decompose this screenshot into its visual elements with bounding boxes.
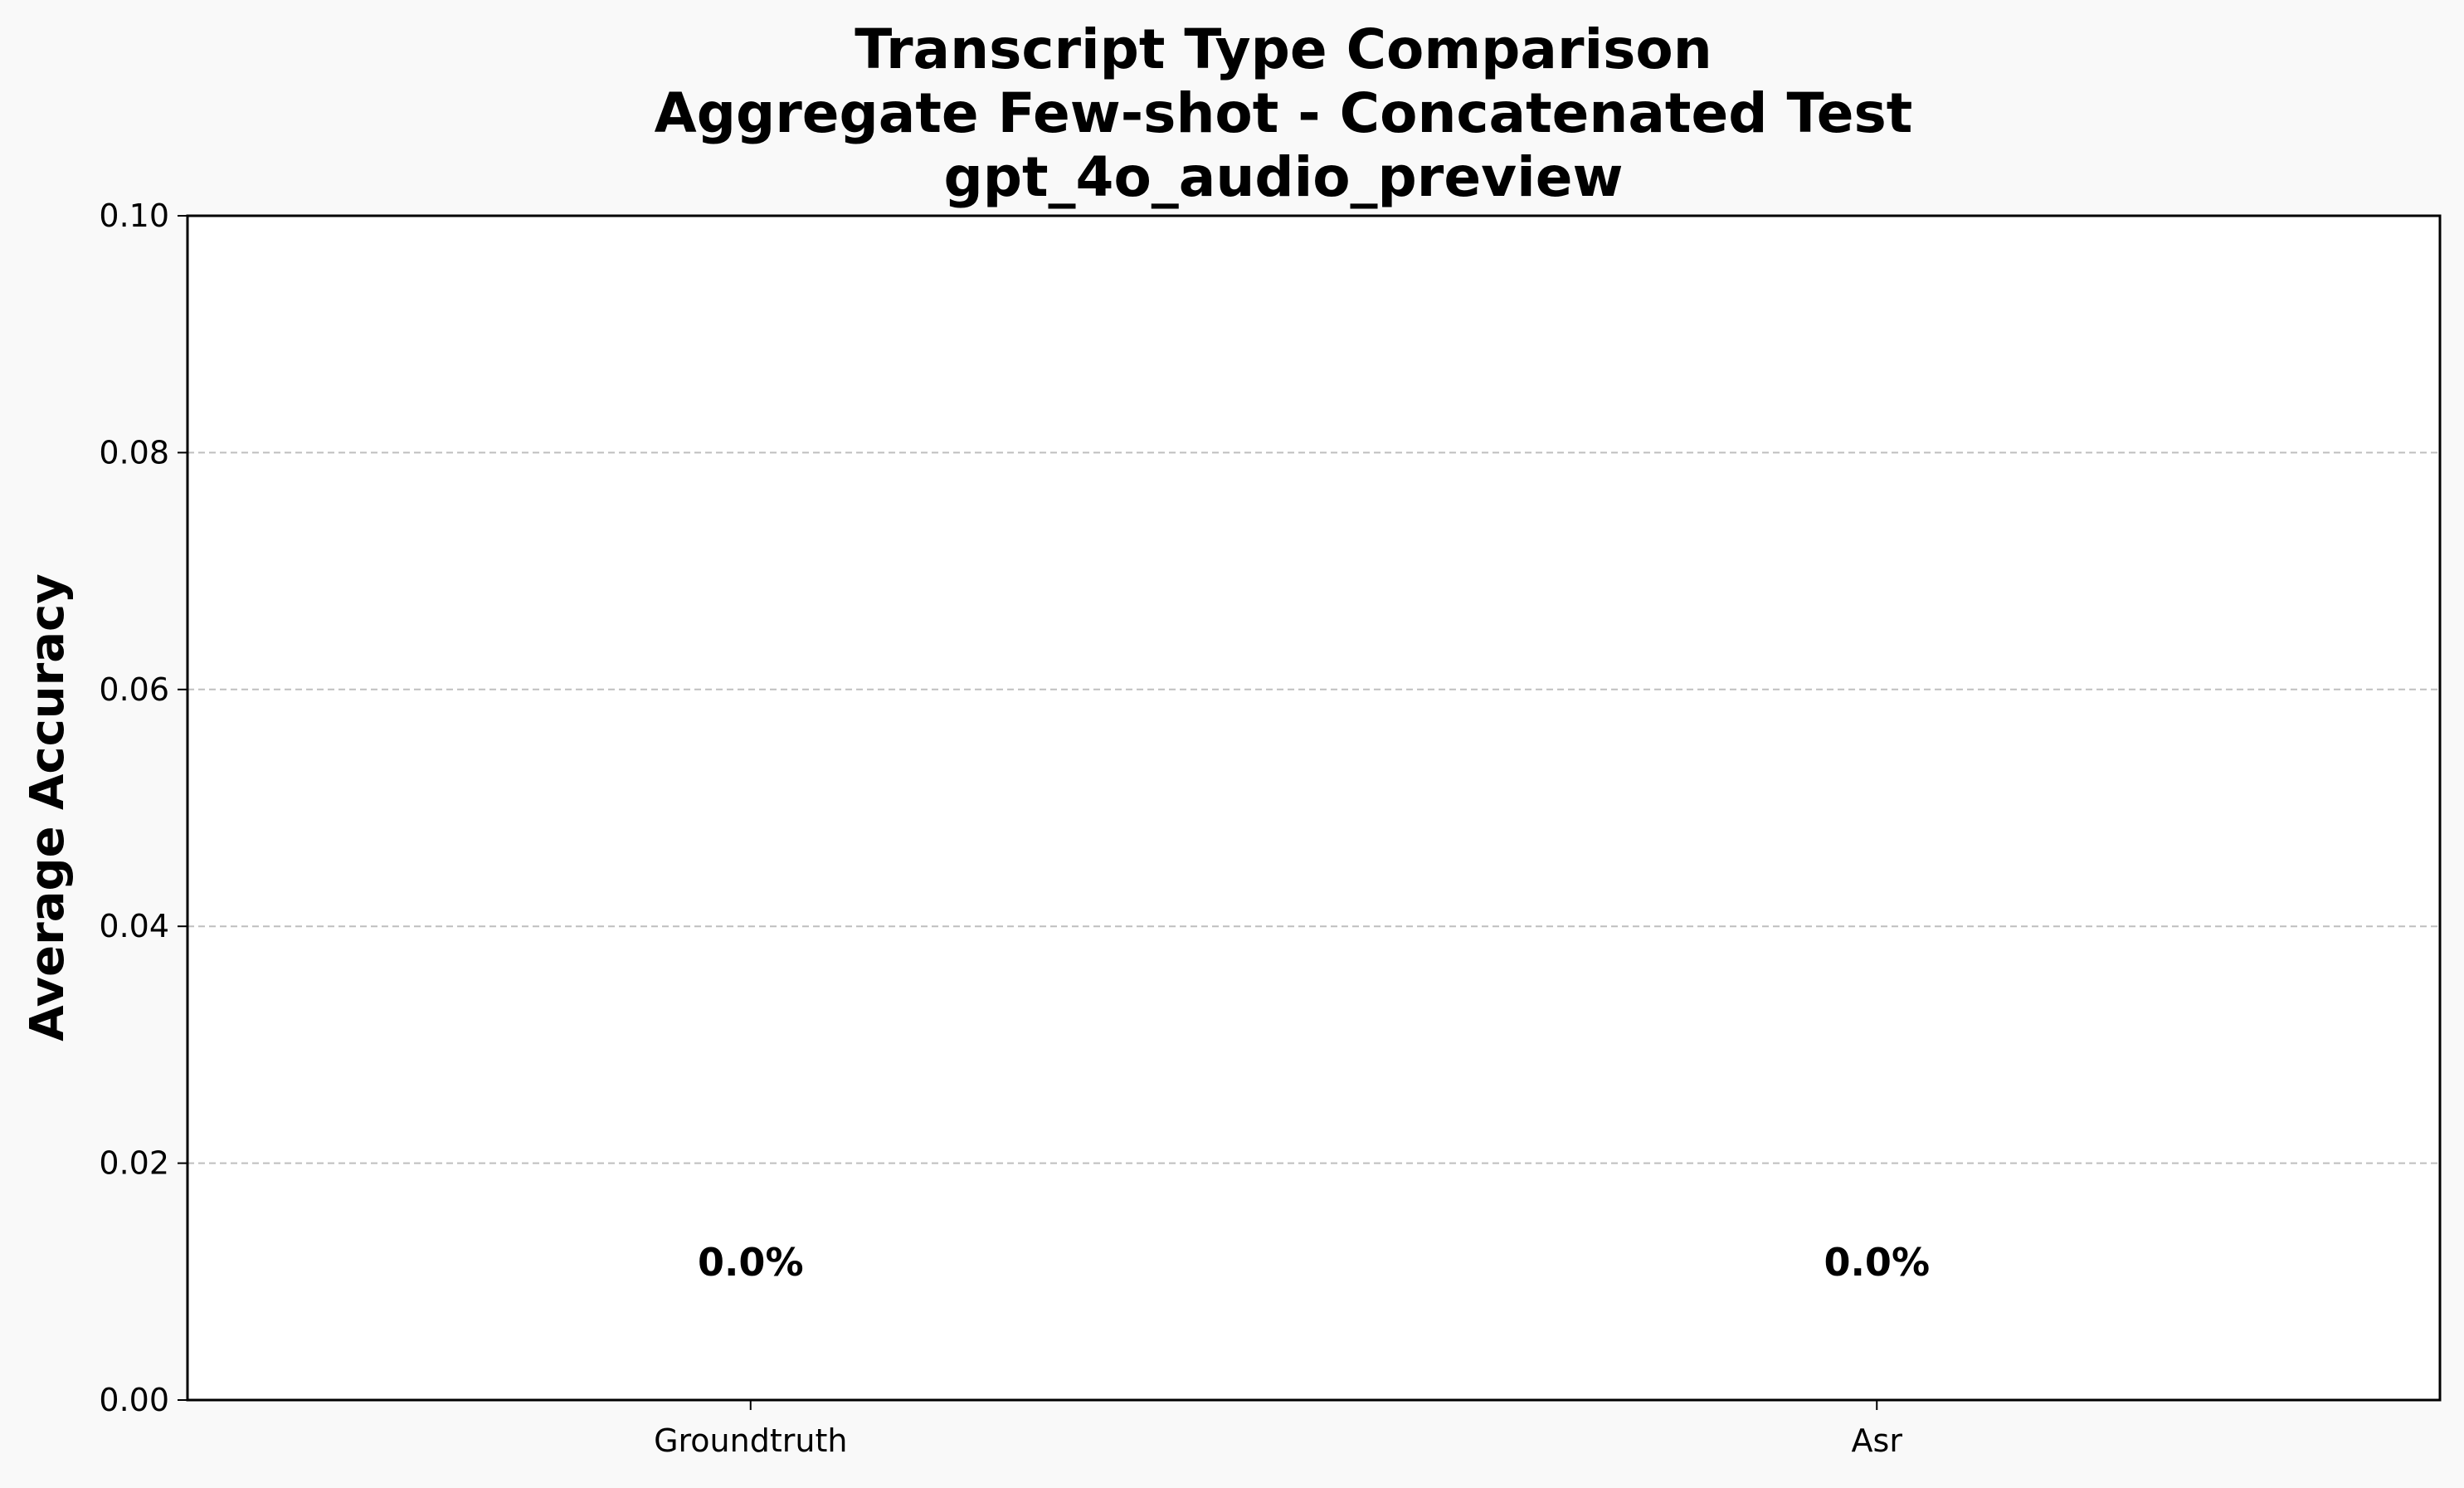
x-axis-ticks: Groundtruth Asr (654, 1400, 1902, 1459)
plot-frame (186, 214, 2442, 1402)
y-axis-ticks: 0.00 0.02 0.04 0.06 0.08 0.10 (99, 198, 187, 1418)
chart-title-line-2: Aggregate Few-shot - Concatenated Test (655, 81, 1913, 145)
plot-area (187, 216, 2440, 1400)
grid-lines (187, 451, 2440, 1164)
bar-value-label: 0.0% (1824, 1240, 1930, 1285)
chart-title-line-3: gpt_4o_audio_preview (944, 145, 1624, 209)
y-tick-label: 0.08 (99, 434, 169, 471)
y-tick-label: 0.04 (99, 908, 169, 944)
y-tick-label: 0.02 (99, 1145, 169, 1182)
chart-title-line-1: Transcript Type Comparison (855, 17, 1712, 81)
y-tick-label: 0.10 (99, 198, 169, 234)
y-tick-label: 0.00 (99, 1382, 169, 1418)
y-axis-label: Average Accuracy (21, 573, 75, 1042)
y-tick-label: 0.06 (99, 671, 169, 708)
bar-value-label: 0.0% (698, 1240, 804, 1285)
data-labels: 0.0% 0.0% (698, 1240, 1930, 1285)
x-tick-label: Asr (1852, 1422, 1903, 1459)
x-tick-label: Groundtruth (654, 1422, 847, 1459)
